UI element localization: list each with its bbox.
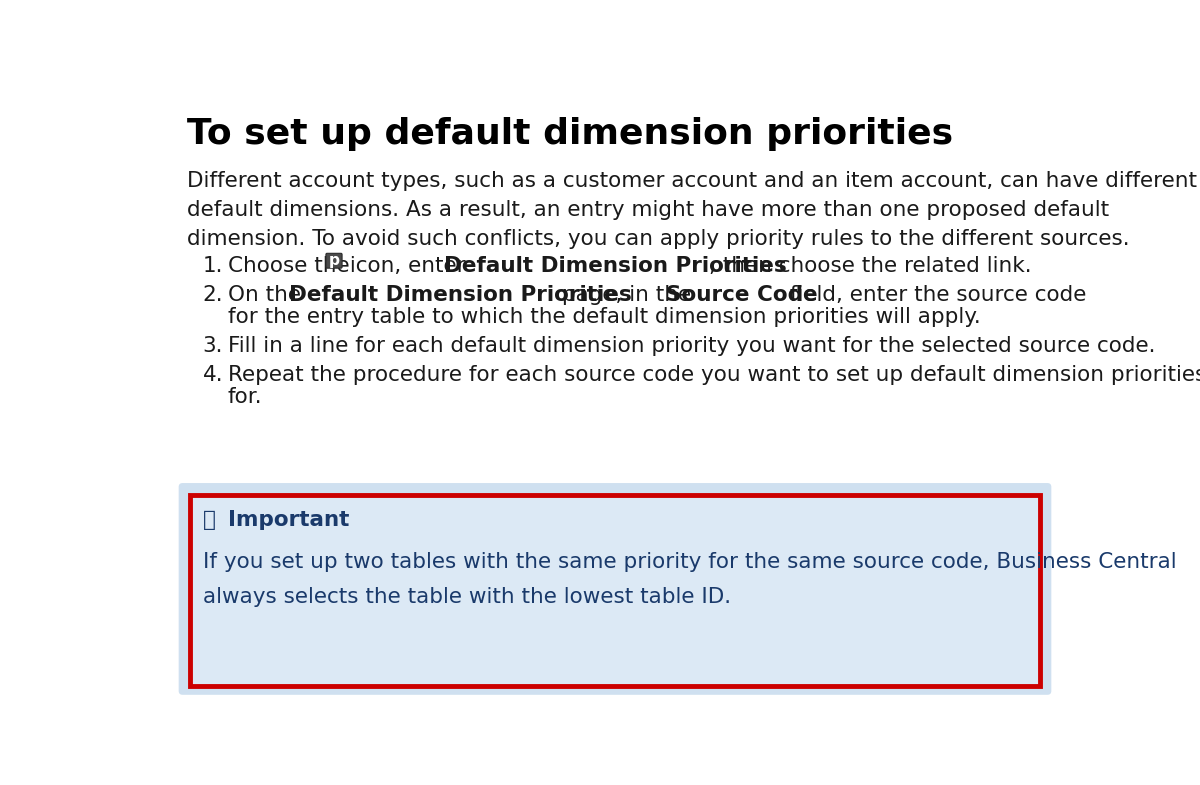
- Text: Important: Important: [228, 510, 349, 530]
- FancyBboxPatch shape: [326, 254, 342, 268]
- FancyBboxPatch shape: [191, 495, 1039, 685]
- Text: To set up default dimension priorities: To set up default dimension priorities: [187, 117, 953, 152]
- Text: ⓘ: ⓘ: [203, 510, 216, 530]
- Text: Default Dimension Priorities: Default Dimension Priorities: [444, 256, 786, 276]
- Text: If you set up two tables with the same priority for the same source code, Busine: If you set up two tables with the same p…: [203, 553, 1176, 607]
- Text: Source Code: Source Code: [666, 285, 817, 305]
- Text: Choose the: Choose the: [228, 256, 356, 276]
- Text: 4.: 4.: [203, 365, 223, 385]
- Text: On the: On the: [228, 285, 307, 305]
- Text: icon, enter: icon, enter: [343, 256, 473, 276]
- Text: p: p: [329, 253, 340, 268]
- Text: for.: for.: [228, 387, 262, 407]
- Text: , then choose the related link.: , then choose the related link.: [709, 256, 1032, 276]
- Text: for the entry table to which the default dimension priorities will apply.: for the entry table to which the default…: [228, 307, 980, 327]
- Text: Default Dimension Priorities: Default Dimension Priorities: [289, 285, 632, 305]
- Text: field, enter the source code: field, enter the source code: [784, 285, 1087, 305]
- FancyBboxPatch shape: [179, 483, 1051, 695]
- Text: Repeat the procedure for each source code you want to set up default dimension p: Repeat the procedure for each source cod…: [228, 365, 1200, 385]
- Text: 1.: 1.: [203, 256, 223, 276]
- Text: 3.: 3.: [203, 336, 223, 356]
- Text: page, in the: page, in the: [556, 285, 698, 305]
- Text: 2.: 2.: [203, 285, 223, 305]
- Text: Fill in a line for each default dimension priority you want for the selected sou: Fill in a line for each default dimensio…: [228, 336, 1154, 356]
- Text: Different account types, such as a customer account and an item account, can hav: Different account types, such as a custo…: [187, 171, 1198, 249]
